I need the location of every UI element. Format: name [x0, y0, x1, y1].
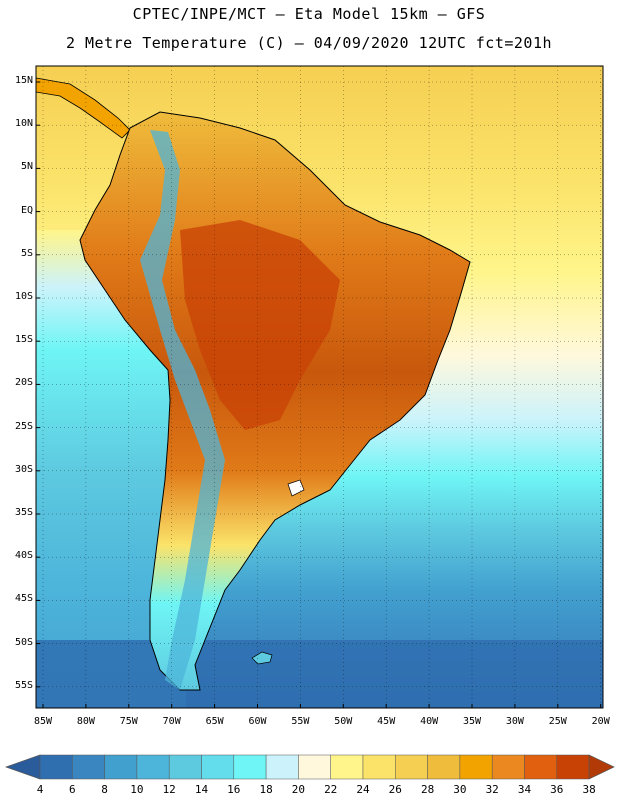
- colorbar-label: 24: [356, 783, 370, 796]
- colorbar-segment: [556, 754, 590, 780]
- map-title-line2: 2 Metre Temperature (C) – 04/09/2020 12U…: [65, 34, 553, 52]
- colorbar-label: 10: [130, 783, 144, 796]
- central-america-landmass: [36, 77, 131, 139]
- colorbar-segment: [233, 754, 267, 780]
- colorbar-segment: [265, 754, 299, 780]
- colorbar-segment: [136, 754, 170, 780]
- lagoon: [287, 479, 305, 497]
- southern-cold-band: [36, 640, 603, 708]
- colorbar-label: 14: [194, 783, 209, 796]
- colorbar-high-arrow: [588, 754, 615, 780]
- lat-label: 35S: [14, 507, 33, 518]
- lon-label: 20W: [591, 716, 610, 727]
- colorbar-segment: [427, 754, 461, 780]
- lon-label: 70W: [162, 716, 181, 727]
- colorbar-segment: [459, 754, 493, 780]
- lat-label: 10S: [14, 291, 33, 302]
- colorbar-segment: [330, 754, 364, 780]
- colorbar-label: 8: [101, 783, 108, 796]
- lat-label: 5S: [20, 247, 33, 259]
- lon-label: 85W: [33, 716, 53, 727]
- lon-label: 80W: [76, 716, 95, 727]
- colorbar-label: 4: [36, 783, 44, 796]
- lon-label: 35W: [462, 716, 482, 727]
- lon-label: 65W: [205, 716, 224, 727]
- lat-label: 55S: [14, 679, 33, 691]
- lon-label: 50W: [334, 716, 353, 727]
- lat-label: 40S: [14, 550, 33, 562]
- map-title-line1: CPTEC/INPE/MCT – Eta Model 15km – GFS: [132, 5, 486, 23]
- map-frame: [35, 65, 604, 709]
- lat-label: 5N: [20, 161, 33, 173]
- lat-label: 20S: [14, 377, 33, 389]
- lat-label: 30S: [14, 463, 33, 475]
- colorbar-segment: [168, 754, 202, 780]
- colorbar-label: 38: [582, 783, 596, 796]
- lon-label: 45W: [377, 716, 396, 727]
- lon-label: 40W: [420, 716, 439, 727]
- colorbar-segment: [72, 754, 105, 780]
- colorbar-segment: [298, 754, 331, 780]
- hot-interior-core: [180, 220, 340, 430]
- colorbar-label: 36: [550, 783, 564, 796]
- colorbar-segment: [39, 754, 73, 780]
- colorbar-low-arrow: [4, 754, 41, 780]
- lon-label: 75W: [119, 716, 138, 727]
- colorbar-label: 28: [420, 783, 435, 796]
- lat-label: 50S: [14, 636, 33, 648]
- colorbar-segment: [395, 754, 428, 780]
- lat-label: 15N: [14, 75, 33, 86]
- colorbar-segment: [491, 754, 525, 780]
- falkland-islands: [251, 651, 273, 665]
- lon-label: 60W: [248, 716, 267, 727]
- lat-label: 25S: [14, 420, 33, 432]
- axis-ticks: [36, 81, 602, 708]
- lon-label: 30W: [505, 716, 524, 727]
- colorbar-segment: [201, 754, 235, 780]
- colorbar: [4, 754, 615, 780]
- colorbar-label: 34: [517, 783, 532, 796]
- colorbar-label: 20: [291, 783, 306, 796]
- lon-label: 25W: [548, 716, 567, 727]
- colorbar-label: 16: [227, 783, 241, 796]
- colorbar-label: 12: [162, 783, 176, 796]
- lat-label: 15S: [14, 334, 33, 346]
- colorbar-label: 22: [324, 783, 338, 796]
- graticule: [36, 66, 603, 708]
- lon-label: 55W: [291, 716, 310, 727]
- colorbar-label: 26: [388, 783, 402, 796]
- colorbar-label: 6: [68, 783, 76, 796]
- colorbar-label: 30: [453, 783, 467, 796]
- andes-cold-ridge: [140, 130, 225, 690]
- colorbar-label: 18: [259, 783, 273, 796]
- colorbar-segment: [104, 754, 138, 780]
- lat-label: 45S: [14, 593, 33, 605]
- lat-label: 10N: [14, 118, 33, 130]
- colorbar-segment: [524, 754, 558, 780]
- colorbar-label: 32: [485, 783, 499, 796]
- lat-label: EQ: [20, 204, 33, 216]
- colorbar-segment: [362, 754, 396, 780]
